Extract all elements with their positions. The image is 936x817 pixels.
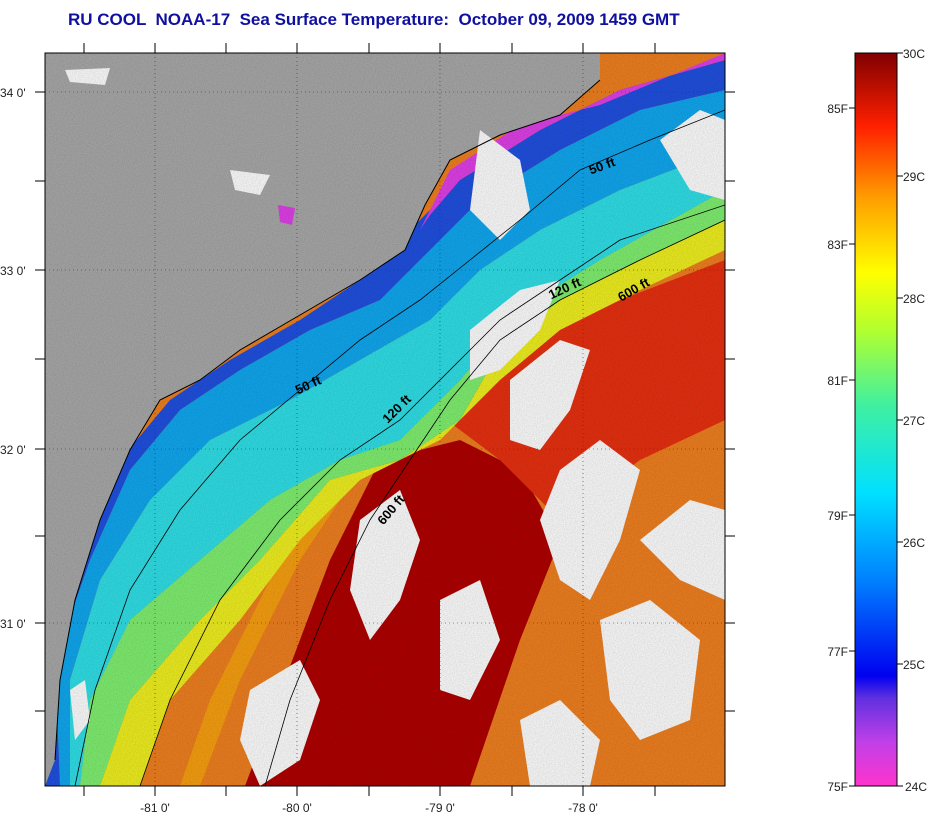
colorbar-c-25: 25C [903, 658, 925, 672]
colorbar-ticks [849, 52, 903, 787]
contour-120ft [139, 204, 725, 786]
colorbar-f-75: 75F [827, 780, 848, 794]
pixel-texture [45, 53, 725, 786]
colorbar-f-77: 77F [827, 645, 848, 659]
frame-ticks [35, 43, 735, 796]
lon-label-81: -81 0' [140, 801, 170, 815]
map-panel [45, 53, 725, 786]
colorbar-f-81: 81F [827, 374, 848, 388]
colorbar-f-83: 83F [827, 238, 848, 252]
lon-label-80: -80 0' [282, 801, 312, 815]
lon-label-78: -78 0' [568, 801, 598, 815]
colorbar-c-30: 30C [903, 47, 925, 61]
colorbar-c-29: 29C [903, 170, 925, 184]
colorbar [855, 53, 897, 786]
colorbar-f-85: 85F [827, 102, 848, 116]
colorbar-c-27: 27C [903, 414, 925, 428]
lat-label-34: 34 0' [0, 86, 26, 100]
coastline [54, 79, 601, 761]
contour-50ft [74, 109, 725, 786]
colorbar-c-28: 28C [903, 292, 925, 306]
lon-label-79: -79 0' [425, 801, 455, 815]
map-frame [44, 52, 726, 787]
graticule [45, 53, 725, 786]
colorbar-f-79: 79F [827, 509, 848, 523]
lat-label-32: 32 0' [0, 443, 26, 457]
figure-title: RU COOL NOAA-17 Sea Surface Temperature:… [68, 10, 680, 29]
lat-label-33: 33 0' [0, 264, 26, 278]
colorbar-c-26: 26C [903, 536, 925, 550]
contour-600ft [264, 219, 725, 786]
lat-label-31: 31 0' [0, 617, 26, 631]
colorbar-c-24: 24C [905, 780, 927, 794]
